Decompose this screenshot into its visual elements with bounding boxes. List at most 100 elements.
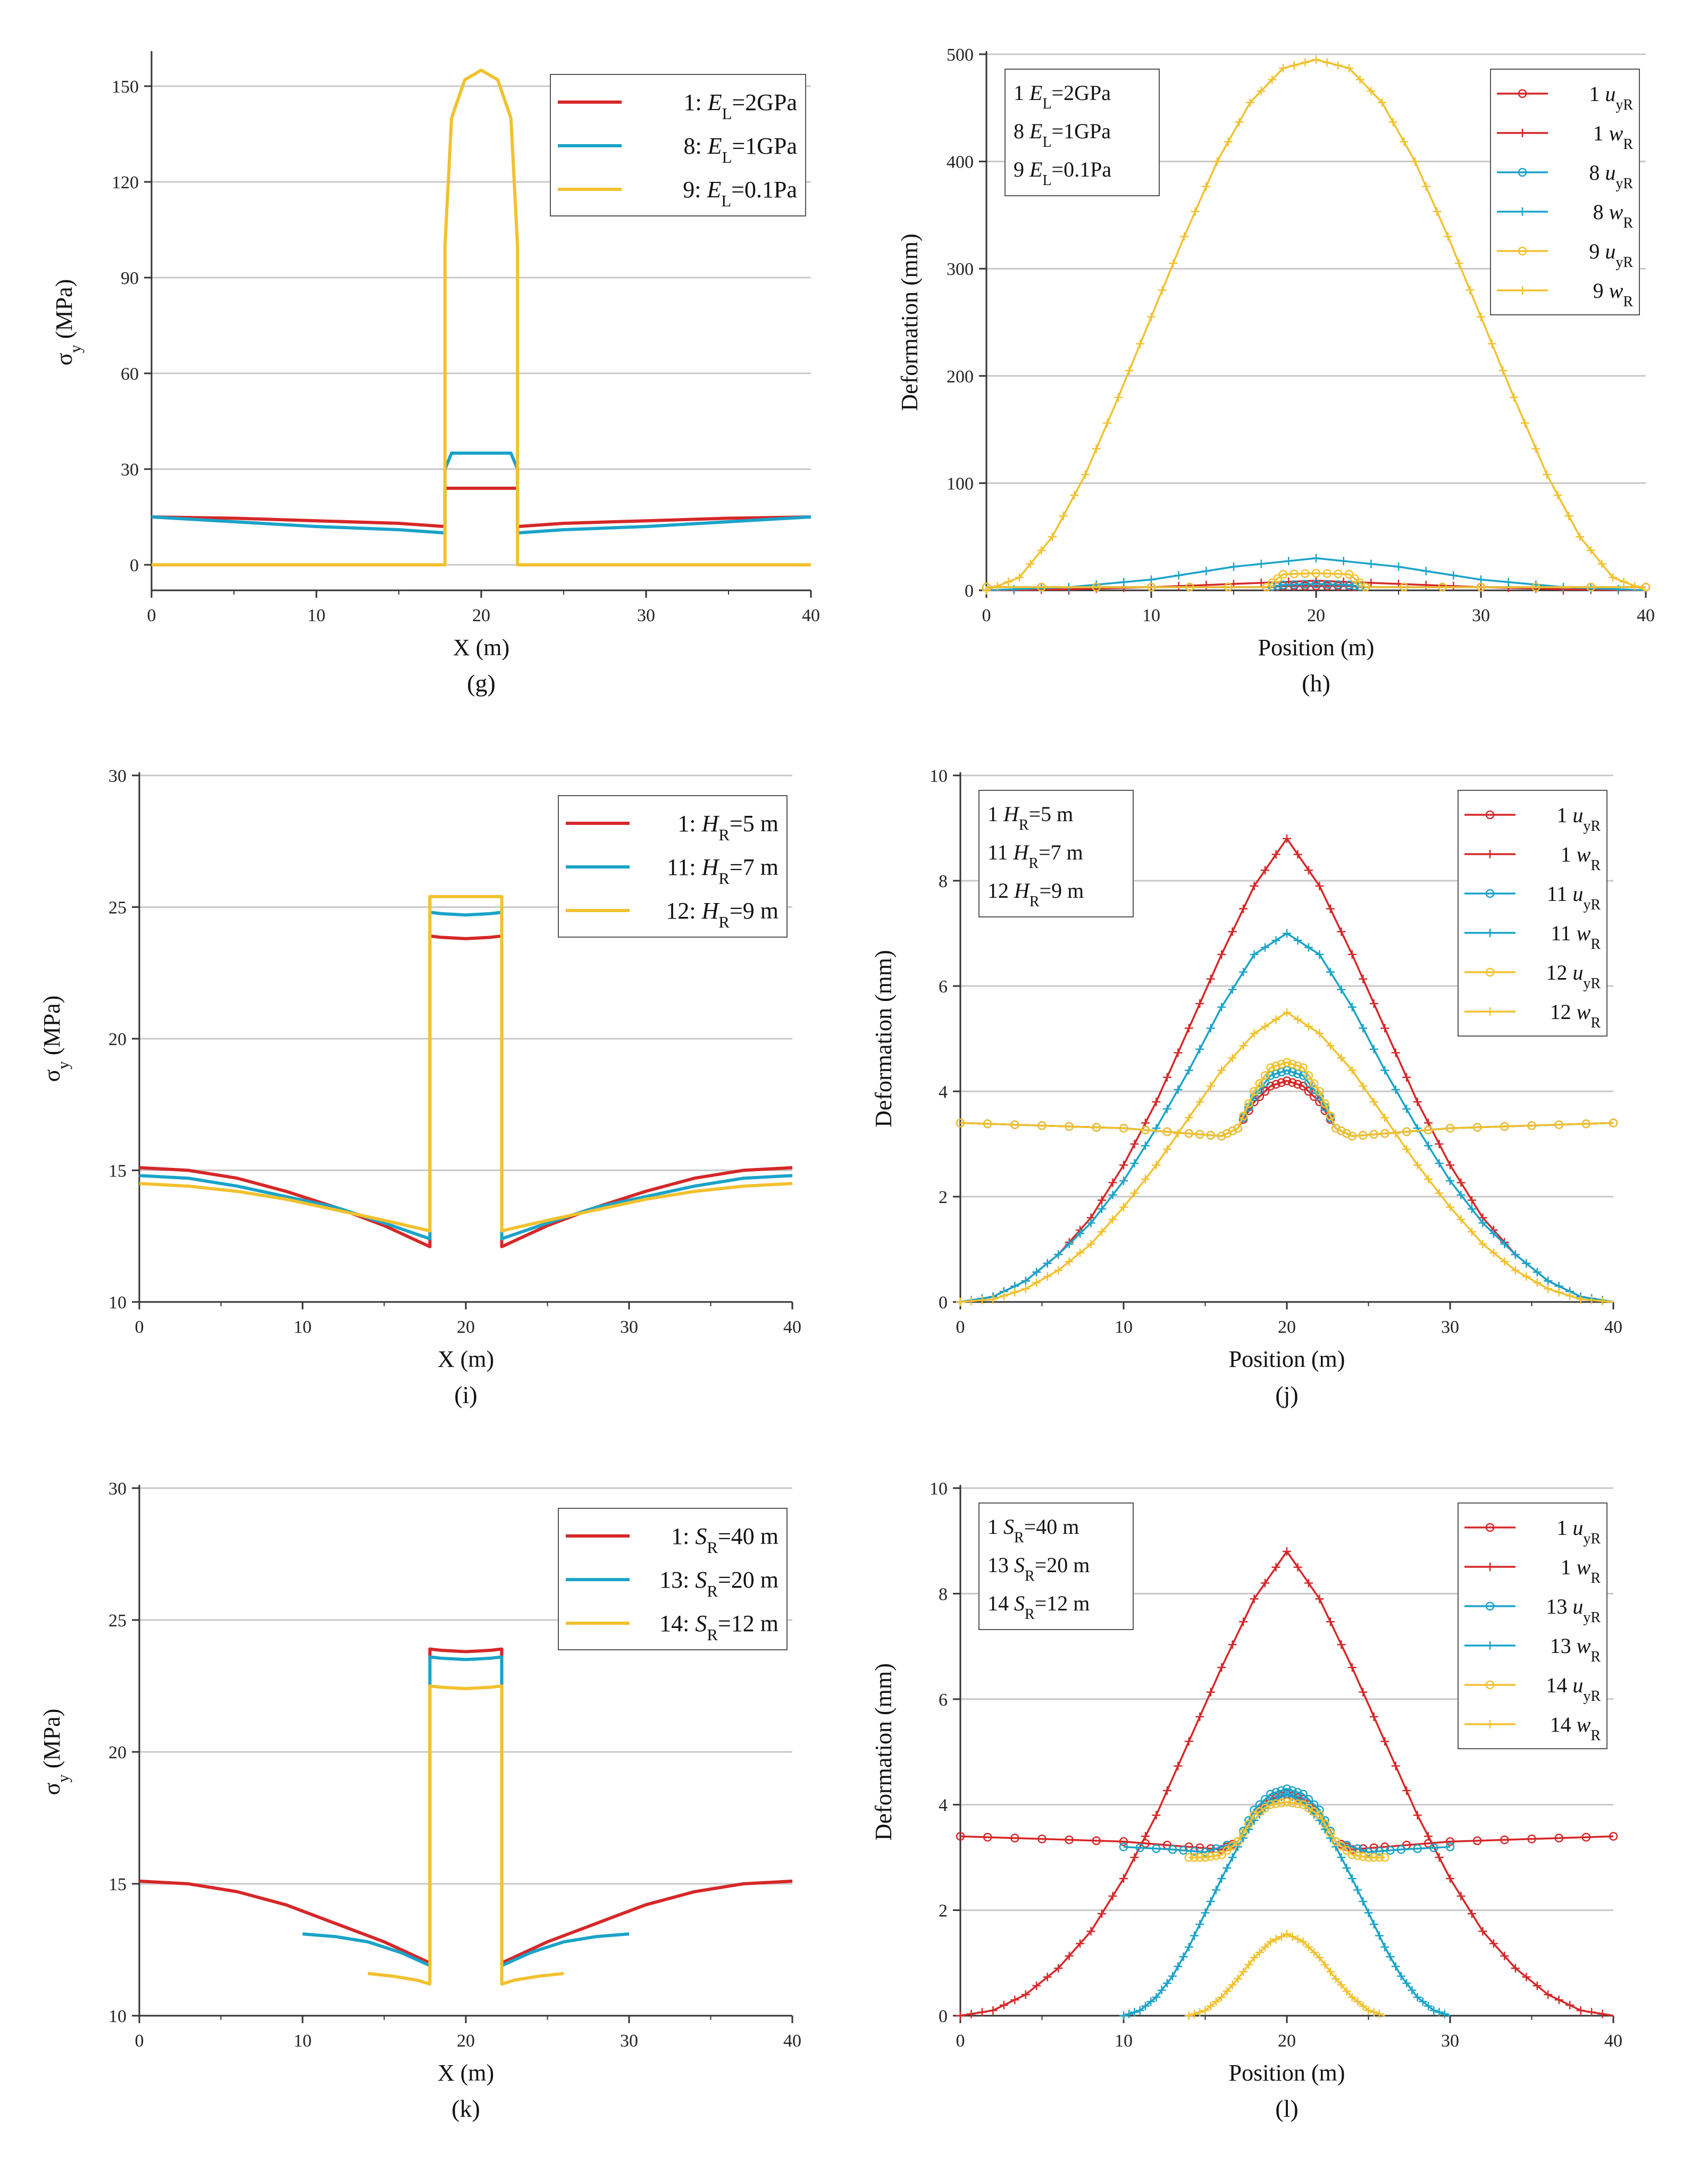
x-tick-label: 0 xyxy=(135,2031,144,2051)
series-line xyxy=(151,452,811,535)
legend-label-num: 9 xyxy=(1589,239,1605,263)
legend-label-var: E xyxy=(706,177,721,203)
panel-label: (h) xyxy=(1302,670,1330,697)
legend-label-sub: R xyxy=(718,826,730,844)
data-point xyxy=(1206,2001,1215,2010)
data-point xyxy=(982,586,991,595)
data-point xyxy=(1206,974,1215,983)
data-point xyxy=(1032,1278,1041,1287)
param-label-lead: 13 xyxy=(987,1553,1014,1577)
data-point xyxy=(1257,560,1266,569)
data-point xyxy=(1162,1127,1172,1137)
data-point xyxy=(1367,87,1376,96)
data-point xyxy=(1304,1795,1313,1804)
legend-label: 8 wR xyxy=(1593,200,1634,231)
data-point xyxy=(1433,207,1442,216)
x-tick-label: 10 xyxy=(1115,1317,1133,1337)
data-point xyxy=(1086,1218,1095,1228)
data-point xyxy=(1347,1131,1357,1141)
legend-label: 12 wR xyxy=(1550,1000,1601,1031)
data-point xyxy=(1195,999,1204,1008)
data-point xyxy=(1369,1045,1378,1054)
y-tick-label: 2 xyxy=(939,1901,948,1921)
data-point xyxy=(1239,1041,1248,1050)
data-point xyxy=(1347,1993,1357,2002)
data-point xyxy=(1312,554,1320,563)
data-point xyxy=(1444,232,1452,241)
data-point xyxy=(1224,137,1233,146)
legend-label-var: w xyxy=(1577,1713,1591,1736)
param-label-sub: L xyxy=(1042,134,1051,151)
legend-label-num: 8 xyxy=(1589,161,1605,185)
data-point xyxy=(1224,582,1233,592)
series-line xyxy=(139,1647,793,1965)
y-tick-label: 90 xyxy=(121,269,139,288)
data-point xyxy=(1353,1885,1362,1894)
param-label-tail: =0.1Pa xyxy=(1052,157,1112,181)
y-tick-label: 500 xyxy=(947,45,974,65)
param-label-tail: =9 m xyxy=(1040,879,1084,903)
data-point xyxy=(1367,560,1376,569)
legend-marker xyxy=(1485,1601,1495,1611)
data-point xyxy=(1201,1853,1210,1862)
data-point xyxy=(1500,1240,1509,1249)
data-point xyxy=(983,1119,992,1129)
data-point xyxy=(1119,1837,1128,1846)
data-point xyxy=(1347,1066,1357,1075)
param-label-tail: =12 m xyxy=(1035,1591,1090,1615)
data-point xyxy=(1429,1843,1438,1852)
data-point xyxy=(1190,1847,1199,1856)
data-point xyxy=(1339,556,1348,565)
y-axis-title: σy (MPa) xyxy=(39,1709,72,1796)
data-point xyxy=(1342,1986,1351,1995)
data-point xyxy=(1544,1284,1553,1293)
data-point xyxy=(1587,1296,1596,1305)
data-point xyxy=(1369,1130,1378,1139)
data-point xyxy=(1010,1120,1019,1129)
data-point xyxy=(1380,1129,1389,1138)
y-axis-title: σy (MPa) xyxy=(51,279,85,366)
param-label: 1 EL=2GPa xyxy=(1014,81,1111,112)
data-point xyxy=(1119,1203,1128,1212)
series-yellow-5 xyxy=(1184,1930,1385,2020)
legend-box xyxy=(1458,790,1607,1037)
data-point xyxy=(1293,1563,1302,1572)
y-tick-label: 400 xyxy=(947,153,974,172)
data-point xyxy=(1233,1837,1243,1846)
data-point xyxy=(1119,1874,1128,1883)
data-point xyxy=(1065,1122,1074,1131)
legend-label-num: 11 xyxy=(1551,921,1577,945)
data-point xyxy=(1250,1029,1259,1038)
y-tick-label: 30 xyxy=(121,460,139,480)
series-red-0 xyxy=(139,1647,793,1965)
param-label: 8 EL=1GPa xyxy=(1014,119,1111,151)
data-point xyxy=(1168,1845,1177,1854)
data-point xyxy=(1478,1927,1487,1936)
data-point xyxy=(1119,1176,1128,1185)
legend-marker xyxy=(1485,810,1495,820)
data-point xyxy=(1202,566,1211,575)
data-point xyxy=(1217,1850,1226,1859)
y-tick-label: 0 xyxy=(965,581,974,601)
legend-label: 8: EL=1GPa xyxy=(683,133,797,166)
data-point xyxy=(1043,1259,1052,1268)
data-point xyxy=(1396,1972,1405,1981)
series-line xyxy=(139,895,793,1233)
data-point xyxy=(1108,1215,1117,1224)
legend-label: 1 uyR xyxy=(1556,1516,1601,1547)
data-point xyxy=(1190,1853,1199,1862)
data-point xyxy=(956,1118,965,1128)
panel-label: (k) xyxy=(451,2095,480,2122)
legend-label-sub: yR xyxy=(1583,1688,1601,1705)
data-point xyxy=(1347,1003,1357,1012)
x-tick-label: 40 xyxy=(1604,2031,1622,2051)
data-point xyxy=(1380,1737,1389,1746)
data-point xyxy=(1169,259,1178,268)
data-point xyxy=(1402,1105,1411,1113)
series-yellow-2 xyxy=(139,895,793,1233)
data-point xyxy=(1238,1111,1248,1121)
param-box: 1 HR=5 m11 HR=7 m12 HR=9 m xyxy=(978,790,1134,917)
data-point xyxy=(1108,1178,1117,1187)
data-point xyxy=(1554,1288,1563,1297)
